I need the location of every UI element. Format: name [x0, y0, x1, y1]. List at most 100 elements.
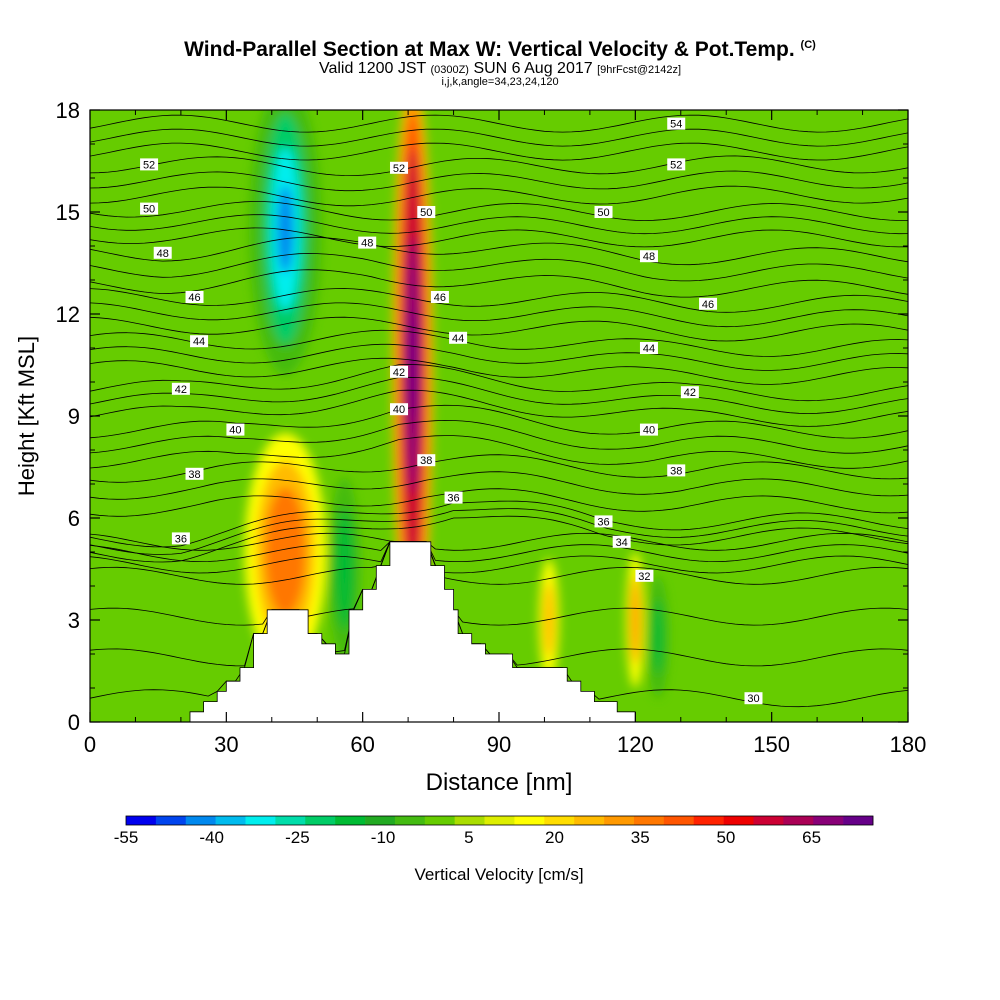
contour-label-18: 46 [185, 291, 204, 304]
contour-label-text: 38 [420, 455, 432, 467]
contour-label-box [667, 464, 686, 477]
contour-label-text: 36 [447, 493, 459, 505]
colorbar-swatch-5 [275, 816, 306, 825]
contour-label-text: 44 [452, 333, 464, 345]
colorbar-swatch-21 [753, 816, 784, 825]
colorbar-swatch-0 [126, 816, 157, 825]
contour-label-text: 42 [175, 384, 187, 396]
colorbar-swatch-16 [604, 816, 635, 825]
chart-subtitle: Valid 1200 JST (0300Z) SUN 6 Aug 2017 [9… [0, 60, 1000, 78]
contour-label-0: 30 [744, 692, 763, 705]
colorbar-swatch-8 [365, 816, 396, 825]
contour-label-19: 46 [430, 291, 449, 304]
contour-label-text: 40 [229, 425, 241, 437]
colorbar-swatch-18 [663, 816, 695, 825]
contour-label-box [417, 206, 436, 218]
subtitle-utc: (0300Z) [430, 64, 469, 76]
isentrope-40-1 [90, 419, 908, 454]
y-tick-label-4: 12 [56, 302, 80, 327]
colorbar-swatch-24 [843, 816, 874, 825]
isentrope-38-0 [90, 488, 908, 517]
contour-labels: 30 32 34 36 36 36 38 38 38 40 40 40 42 42 42 44 44 44 46 46… [140, 117, 763, 705]
contour-label-17: 44 [639, 342, 658, 355]
isentrope-40-2 [90, 404, 908, 439]
contour-label-box [449, 331, 468, 344]
x-axis: 0 30 60 90 120 150 180 [84, 110, 926, 757]
isentrope-42-2 [90, 364, 908, 402]
contour-label-2: 34 [612, 535, 631, 549]
contour-label-box [667, 117, 686, 130]
contour-label-text: 46 [188, 292, 200, 304]
isentrope-50-0 [90, 227, 908, 248]
contour-label-8: 38 [667, 464, 686, 477]
x-axis-label: Distance [nm] [426, 769, 573, 796]
contour-label-24: 50 [140, 202, 159, 216]
contour-label-15: 44 [190, 335, 209, 348]
contour-label-text: 50 [143, 204, 155, 216]
subtitle-date: SUN 6 Aug 2017 [473, 60, 593, 77]
colorbar-tick-3: -10 [371, 828, 396, 847]
colorbar-swatch-12 [484, 816, 515, 825]
contour-label-26: 50 [594, 206, 613, 219]
contour-label-box [612, 535, 631, 548]
y-tick-label-1: 3 [68, 608, 80, 633]
contour-label-9: 40 [226, 423, 245, 437]
isentrope-48-2 [90, 236, 908, 266]
colorbar-swatch-14 [544, 816, 575, 825]
colorbar-swatch-13 [514, 816, 545, 825]
contour-label-box [390, 365, 409, 378]
contour-label-text: 46 [434, 292, 446, 304]
y-axis-label: Height [Kft MSL] [14, 336, 39, 496]
isentrope-36-1 [90, 508, 908, 555]
contour-label-22: 48 [358, 236, 377, 250]
contour-label-text: 50 [597, 207, 609, 219]
isentrope-54-2 [90, 114, 908, 133]
isentrope-42-1 [90, 376, 908, 414]
colorbar-swatch-23 [813, 816, 844, 825]
velocity-feature-0-3 [277, 184, 294, 274]
contour-label-text: 38 [670, 465, 682, 477]
chart-title: Wind-Parallel Section at Max W: Vertical… [184, 38, 816, 61]
contour-label-box [430, 291, 449, 303]
isentrope-50-2 [90, 201, 908, 221]
isentrope-42-0 [90, 389, 908, 427]
velocity-feature-4-1 [543, 582, 555, 658]
contour-label-box [680, 386, 699, 399]
chart-subtitle-indices: i,j,k,angle=34,23,24,120 [441, 76, 559, 88]
contour-label-text: 50 [420, 207, 432, 219]
contour-label-box [140, 158, 159, 171]
contour-label-5: 36 [594, 515, 613, 528]
colorbar-swatch-6 [305, 816, 336, 825]
terrain [90, 541, 908, 723]
isentrope-52-1 [90, 170, 908, 192]
isentrope-40-0 [90, 435, 908, 469]
isentrope-44-1 [90, 343, 908, 371]
x-tick-label-6: 180 [890, 732, 927, 757]
contour-label-box [226, 423, 245, 436]
field-background [90, 110, 908, 722]
contour-label-box [639, 342, 658, 354]
contour-label-box [153, 246, 172, 259]
colorbar-swatch-20 [723, 816, 754, 825]
contour-label-box [639, 423, 658, 436]
contour-label-text: 36 [175, 533, 187, 545]
contour-label-6: 38 [185, 467, 204, 481]
isentrope-38-2 [90, 454, 908, 483]
colorbar-tick-0: -55 [114, 828, 139, 847]
contour-label-box [635, 569, 654, 582]
contour-label-text: 54 [670, 119, 682, 131]
contour-label-text: 38 [188, 469, 200, 481]
colorbar-tick-5: 20 [545, 828, 564, 847]
isentrope-34-0 [90, 541, 908, 574]
contour-label-14: 42 [680, 386, 699, 399]
x-tick-label-5: 150 [753, 732, 790, 757]
y-tick-label-6: 18 [56, 98, 80, 123]
isentrope-44-2 [90, 329, 908, 357]
contour-label-29: 52 [667, 158, 686, 171]
colorbar-tick-8: 65 [802, 828, 821, 847]
isentrope-36-2 [90, 500, 908, 548]
colorbar-tick-1: -40 [199, 828, 224, 847]
isentrope-52-0 [90, 185, 908, 207]
